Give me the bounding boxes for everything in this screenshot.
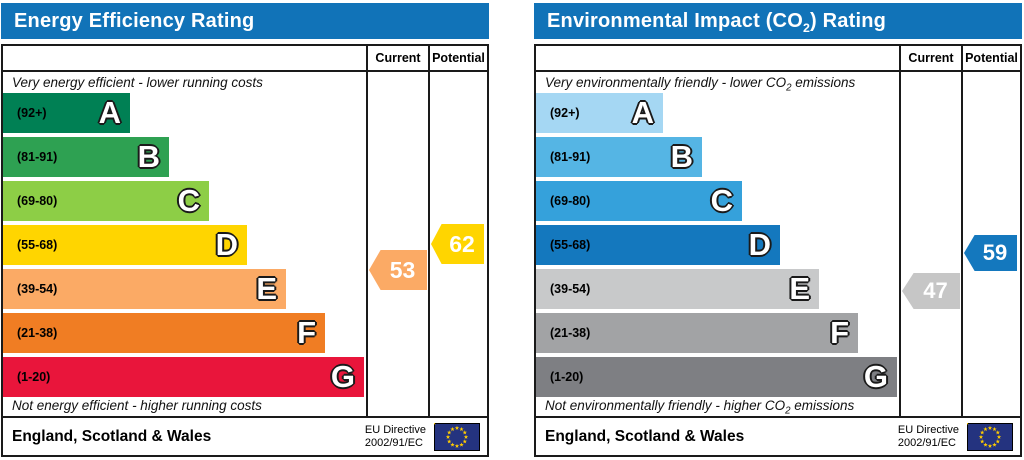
band-letter: E — [256, 270, 277, 306]
footer-row: England, Scotland & Wales EU Directive 2… — [536, 418, 1020, 455]
band-range-label: (1-20) — [17, 370, 51, 384]
eu-flag-icon — [434, 422, 480, 451]
rating-band-c: (69-80) C — [536, 181, 742, 221]
top-caption: Very energy efficient - lower running co… — [12, 75, 263, 90]
rating-band-d: (55-68) D — [536, 225, 780, 265]
band-letter: E — [789, 270, 810, 306]
bottom-caption: Not energy efficient - higher running co… — [12, 398, 262, 413]
rating-band-b: (81-91) B — [536, 137, 702, 177]
energy-chart-table: Current Potential Very energy efficient … — [1, 44, 489, 457]
band-range-label: (92+) — [550, 106, 580, 120]
energy-efficiency-chart: Energy Efficiency Rating Current Potenti… — [1, 3, 489, 457]
top-caption: Very environmentally friendly - lower CO… — [545, 75, 856, 94]
region-label: England, Scotland & Wales — [12, 427, 212, 445]
rating-band-g: (1-20) G — [3, 357, 364, 397]
energy-chart-title: Energy Efficiency Rating — [1, 3, 489, 39]
potential-rating-arrow: 62 — [431, 224, 484, 264]
band-range-label: (69-80) — [550, 194, 591, 208]
current-column-header: Current — [901, 46, 963, 70]
eu-directive-label: EU Directive 2002/91/EC — [364, 423, 426, 449]
band-letter: C — [710, 182, 733, 218]
rating-band-a: (92+) A — [3, 93, 130, 133]
current-rating-value: 47 — [923, 278, 948, 303]
current-rating-value: 53 — [389, 256, 416, 283]
band-letter: G — [863, 358, 888, 394]
band-letter: D — [748, 226, 771, 262]
rating-band-f: (21-38) F — [536, 313, 858, 353]
band-letter: A — [98, 94, 121, 130]
rating-band-d: (55-68) D — [3, 225, 247, 265]
band-range-label: (69-80) — [17, 194, 58, 208]
rating-band-b: (81-91) B — [3, 137, 169, 177]
potential-rating-arrow: 59 — [964, 235, 1017, 271]
band-range-label: (21-38) — [17, 326, 58, 340]
band-range-label: (1-20) — [550, 370, 584, 384]
rating-scale-body: Very energy efficient - lower running co… — [3, 72, 487, 418]
potential-rating-value: 62 — [449, 230, 475, 257]
potential-column-header: Potential — [432, 51, 485, 65]
footer-row: England, Scotland & Wales EU Directive 2… — [3, 418, 487, 455]
band-letter: B — [137, 138, 160, 174]
current-column-header: Current — [368, 46, 430, 70]
potential-column-divider — [961, 72, 963, 416]
eu-flag-icon — [967, 422, 1013, 451]
rating-band-c: (69-80) C — [3, 181, 209, 221]
current-rating-arrow: 47 — [902, 273, 960, 309]
co2-impact-chart: Environmental Impact (CO2) Rating Curren… — [534, 3, 1022, 457]
band-letter: D — [215, 226, 238, 262]
band-range-label: (39-54) — [550, 282, 591, 296]
band-range-label: (81-91) — [17, 150, 58, 164]
bottom-caption: Not environmentally friendly - higher CO… — [545, 398, 855, 417]
band-letter: B — [670, 138, 693, 174]
rating-band-e: (39-54) E — [536, 269, 819, 309]
band-range-label: (92+) — [17, 106, 47, 120]
band-letter: F — [830, 314, 849, 350]
potential-column-header: Potential — [965, 51, 1018, 65]
rating-scale-body: Very environmentally friendly - lower CO… — [536, 72, 1020, 418]
rating-band-g: (1-20) G — [536, 357, 897, 397]
column-header-row: Current Potential — [3, 46, 487, 72]
current-column-divider — [899, 72, 901, 416]
column-header-row: Current Potential — [536, 46, 1020, 72]
rating-scale-header-spacer — [3, 46, 368, 70]
rating-band-e: (39-54) E — [3, 269, 286, 309]
co2-chart-table: Current Potential Very environmentally f… — [534, 44, 1022, 457]
co2-chart-title: Environmental Impact (CO2) Rating — [534, 3, 1022, 39]
band-letter: G — [330, 358, 355, 394]
band-range-label: (55-68) — [550, 238, 591, 252]
region-label: England, Scotland & Wales — [545, 427, 745, 445]
band-letter: C — [177, 182, 200, 218]
potential-column-divider — [428, 72, 430, 416]
band-range-label: (81-91) — [550, 150, 591, 164]
rating-band-a: (92+) A — [536, 93, 663, 133]
eu-directive-label: EU Directive 2002/91/EC — [897, 423, 959, 449]
band-letter: F — [297, 314, 316, 350]
rating-band-f: (21-38) F — [3, 313, 325, 353]
rating-scale-header-spacer — [536, 46, 901, 70]
potential-rating-value: 59 — [982, 240, 1008, 265]
band-range-label: (39-54) — [17, 282, 58, 296]
band-letter: A — [631, 94, 654, 130]
band-range-label: (55-68) — [17, 238, 58, 252]
current-rating-arrow: 53 — [369, 250, 427, 290]
current-column-divider — [366, 72, 368, 416]
band-range-label: (21-38) — [550, 326, 591, 340]
